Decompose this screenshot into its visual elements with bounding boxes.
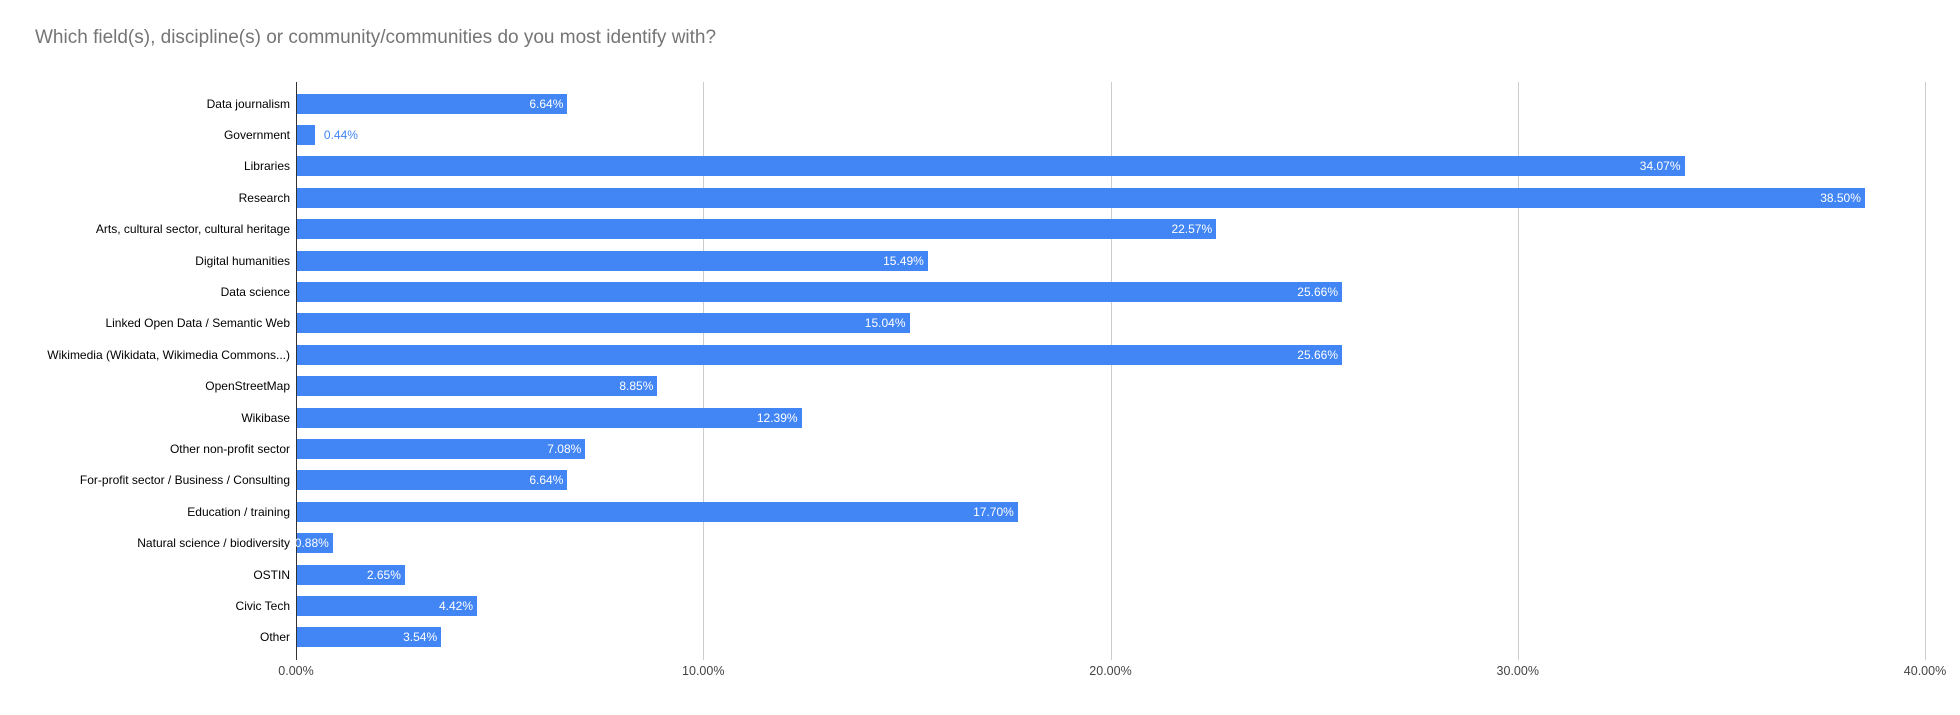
category-label: Linked Open Data / Semantic Web [105,316,290,331]
bar-value-label: 2.65% [366,567,401,582]
gridline [1517,82,1519,660]
category-label: Research [238,190,290,205]
chart-row: Linked Open Data / Semantic Web 15.04% [0,308,1925,339]
bar-value-label: 6.64% [529,473,564,488]
bar-value-label: 17.70% [973,504,1014,519]
category-label: Libraries [243,159,290,174]
category-label: Government [223,128,290,143]
chart-row: For-profit sector / Business / Consultin… [0,465,1925,496]
bar: 0.44% [297,125,358,146]
chart-row: Other non-profit sector 7.08% [0,433,1925,464]
bar-value-label: 6.64% [529,96,564,111]
category-label: Education / training [187,504,290,519]
bar: 38.50% [297,187,1865,208]
bar-value-label: 0.44% [323,128,358,143]
category-label: Data journalism [206,96,290,111]
gridline [1110,82,1112,660]
chart-row: Other 3.54% [0,622,1925,653]
bar-value-label: 25.66% [1297,285,1338,300]
category-label: Digital humanities [195,253,290,268]
chart-row: Digital humanities 15.49% [0,245,1925,276]
bar-value-label: 0.88% [294,536,329,551]
bar: 6.64% [297,470,568,491]
bar-value-label: 4.42% [438,598,473,613]
x-axis-tick-label: 30.00% [1496,664,1539,678]
category-label: OpenStreetMap [205,379,290,394]
bar: 15.49% [297,250,928,271]
bar: 2.65% [297,564,405,585]
chart-row: OSTIN 2.65% [0,559,1925,590]
category-label: Wikimedia (Wikidata, Wikimedia Commons..… [47,347,290,362]
bar: 6.64% [297,93,568,114]
bar: 8.85% [297,376,658,397]
chart-row: Arts, cultural sector, cultural heritage… [0,214,1925,245]
gridline [703,82,705,660]
bar-value-label: 25.66% [1297,347,1338,362]
category-label: Wikibase [241,410,290,425]
bar: 7.08% [297,438,586,459]
bar: 34.07% [297,156,1685,177]
bar: 25.66% [297,282,1342,303]
chart-row: Libraries 34.07% [0,151,1925,182]
category-label: Arts, cultural sector, cultural heritage [95,222,290,237]
chart-row: Data journalism 6.64% [0,88,1925,119]
bar-value-label: 22.57% [1171,222,1213,237]
bar: 15.04% [297,313,910,334]
x-axis-tick-label: 40.00% [1903,664,1947,678]
axis-baseline [296,82,297,660]
bar-value-label: 7.08% [547,441,582,456]
x-axis-tick-label: 20.00% [1089,664,1132,678]
bar: 4.42% [297,595,477,616]
category-label: Natural science / biodiversity [137,536,290,551]
chart-row: Civic Tech 4.42% [0,590,1925,621]
bar-value-label: 34.07% [1639,159,1681,174]
category-label: For-profit sector / Business / Consultin… [79,473,290,488]
chart-row: Wikibase 12.39% [0,402,1925,433]
category-label: Civic Tech [235,598,290,613]
chart-row: Natural science / biodiversity 0.88% [0,527,1925,558]
bar-value-label: 3.54% [403,630,438,645]
x-axis-tick-label: 0.00% [278,664,314,678]
chart-row: Research 38.50% [0,182,1925,213]
bar: 17.70% [297,501,1018,522]
category-label: Data science [220,285,290,300]
bar-value-label: 8.85% [619,379,654,394]
bar: 3.54% [297,627,442,648]
bar-value-label: 12.39% [756,410,798,425]
chart-title: Which field(s), discipline(s) or communi… [35,27,717,48]
chart-row: Education / training 17.70% [0,496,1925,527]
x-axis-tick-label: 10.00% [682,664,725,678]
category-label: Other [259,630,290,645]
chart-row: Wikimedia (Wikidata, Wikimedia Commons..… [0,339,1925,370]
bar: 0.88% [294,533,333,554]
bar-value-label: 15.04% [864,316,906,331]
category-label: OSTIN [253,567,290,582]
bar: 25.66% [297,344,1342,365]
bar: 12.39% [297,407,802,428]
bar-value-label: 38.50% [1820,190,1861,205]
bar: 22.57% [297,219,1217,240]
bar-value-label: 15.49% [883,253,924,268]
chart-row: Government 0.44% [0,119,1925,150]
gridline [1925,82,1926,660]
chart-row: OpenStreetMap 8.85% [0,371,1925,402]
chart-row: Data science 25.66% [0,276,1925,307]
category-label: Other non-profit sector [169,441,290,456]
